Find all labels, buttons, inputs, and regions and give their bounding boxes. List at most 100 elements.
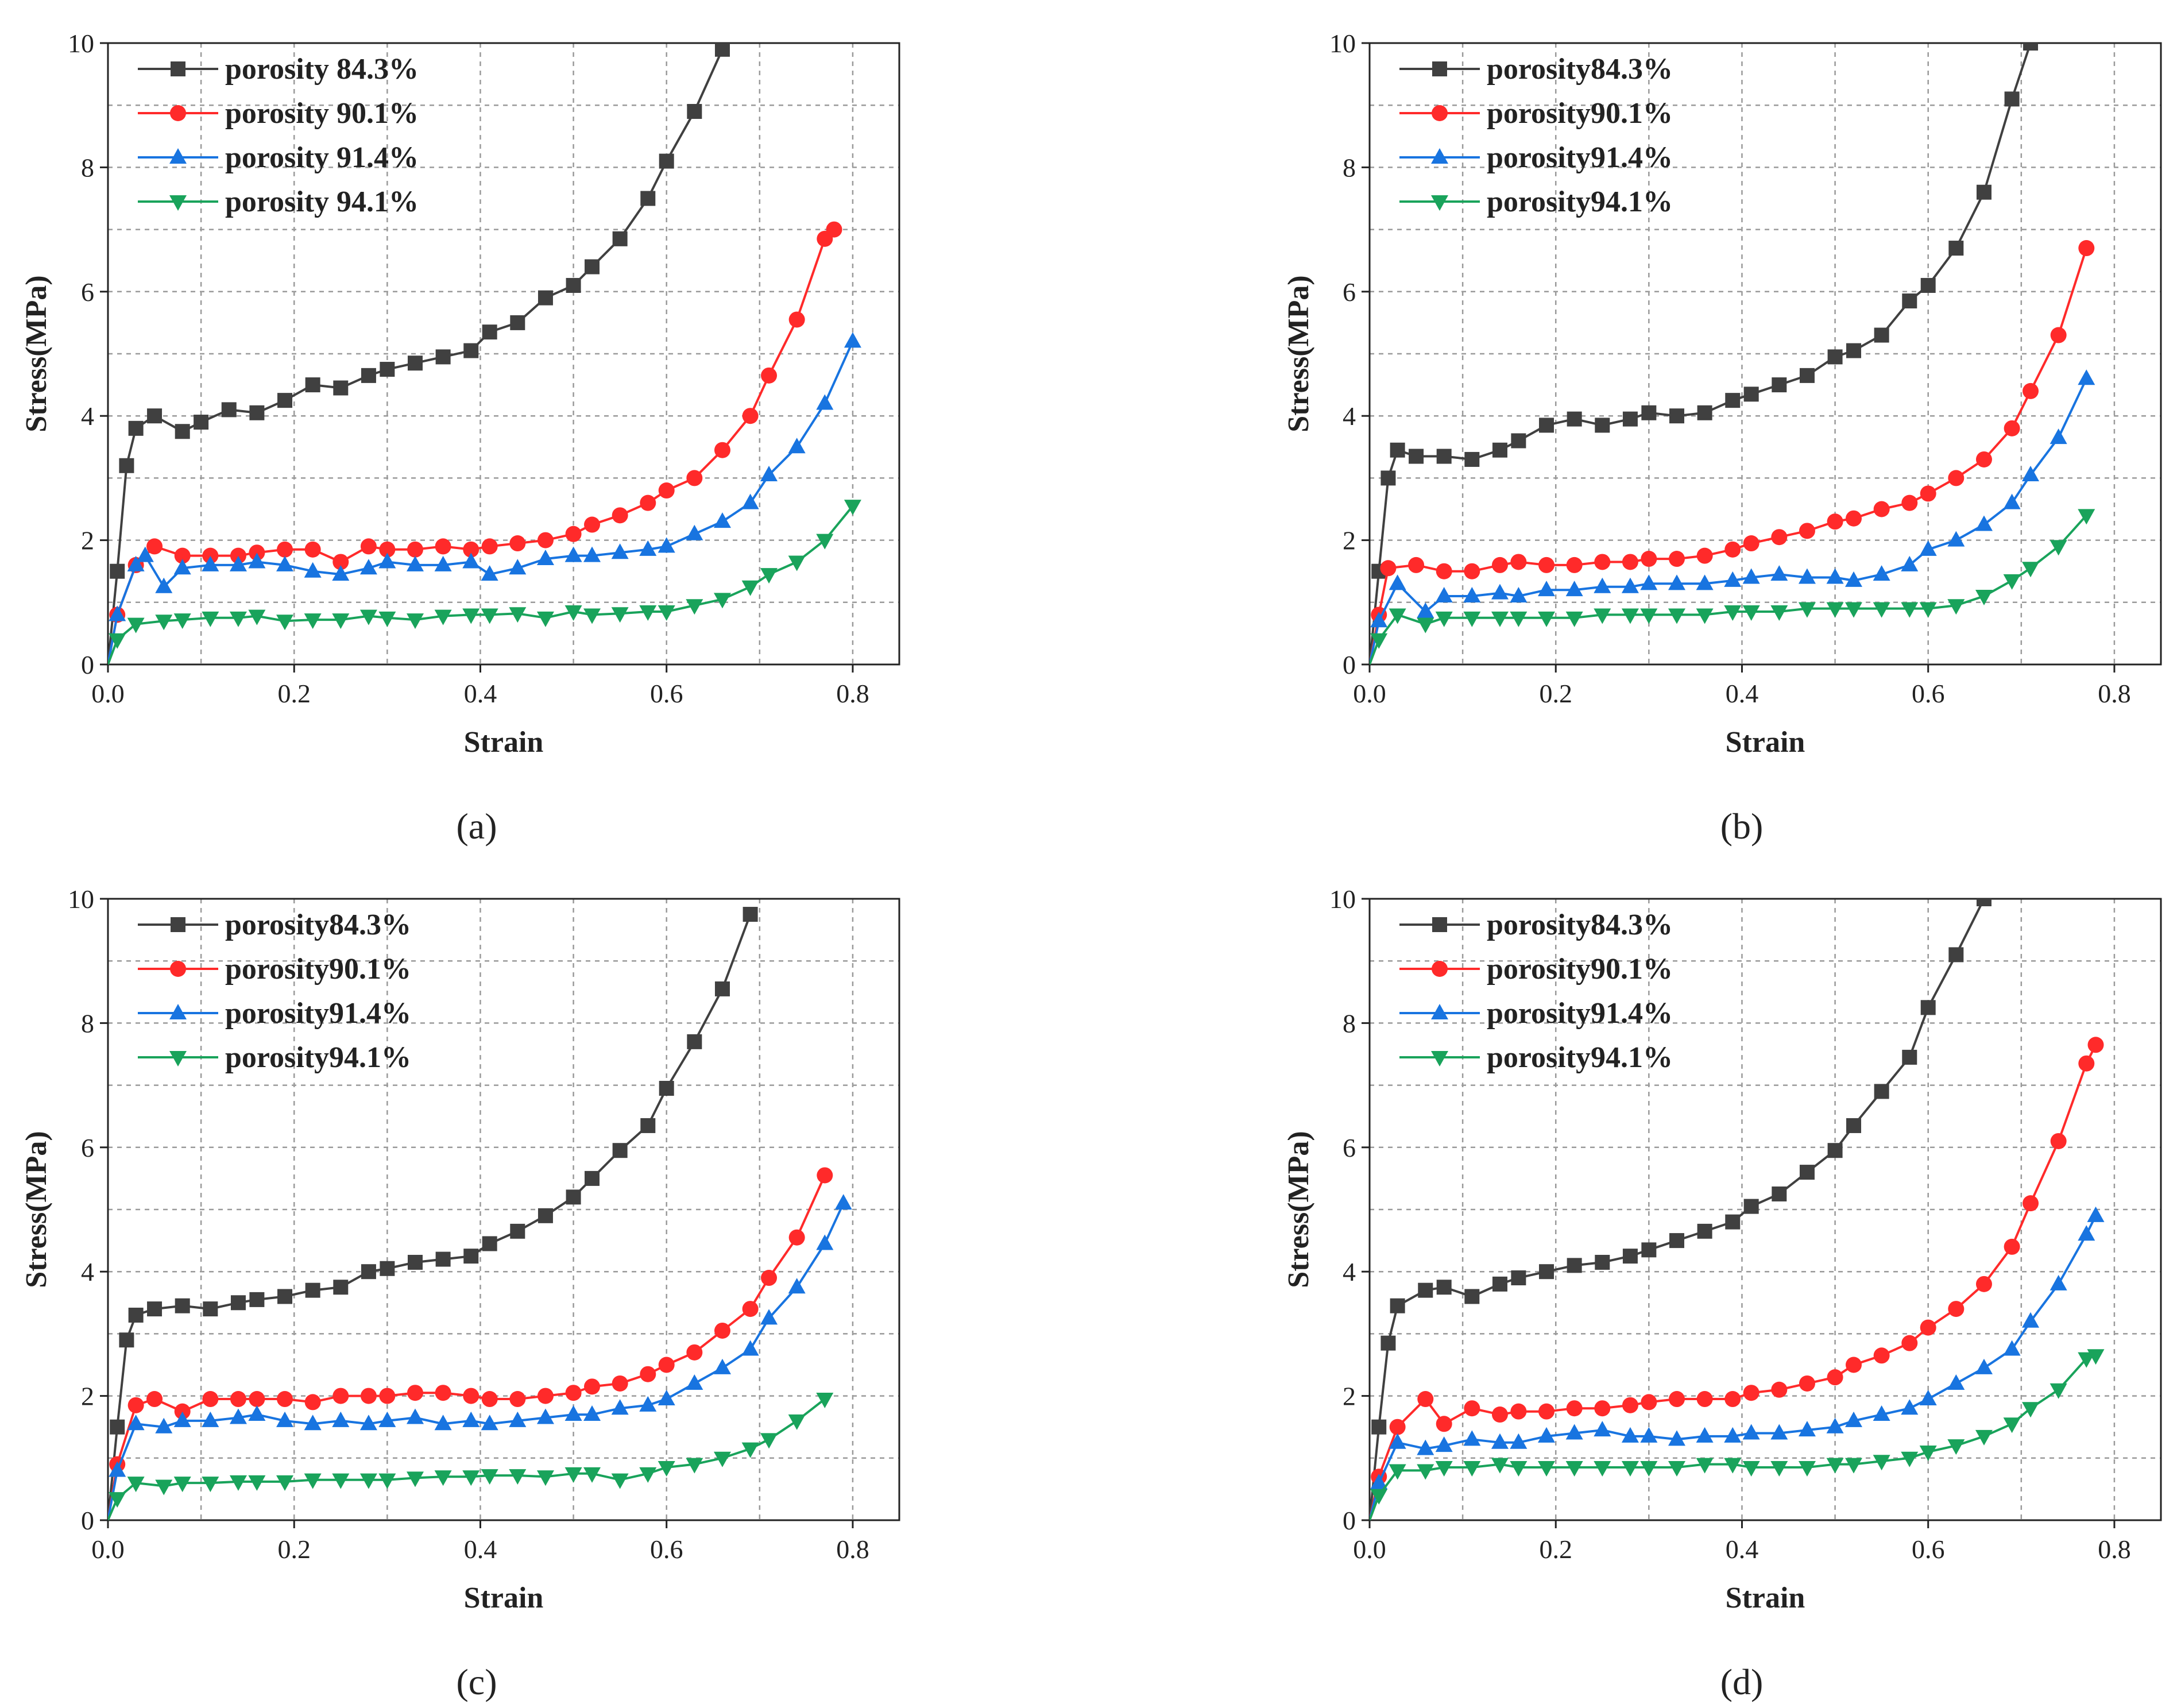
data-point [1436, 563, 1452, 579]
data-point [110, 563, 125, 579]
data-point [844, 332, 861, 348]
data-point [249, 544, 265, 561]
data-point [1873, 1347, 1890, 1364]
data-point [2003, 1340, 2021, 1356]
data-point [760, 465, 778, 481]
data-point [2087, 1349, 2105, 1365]
data-point [1845, 1411, 1863, 1427]
legend-label: porosity84.3% [1487, 909, 1673, 941]
data-point [434, 555, 452, 571]
data-point [174, 547, 191, 564]
data-point [1799, 368, 1815, 383]
data-point [1724, 605, 1742, 621]
y-axis-label: Stress(MPa) [1282, 1131, 1315, 1288]
data-point [1724, 1427, 1742, 1443]
data-point [1539, 418, 1554, 433]
data-point [248, 609, 266, 625]
legend: porosity84.3% porosity90.1% porosity91.4% p… [138, 909, 411, 1074]
data-point [1846, 1357, 1862, 1373]
data-point [2078, 509, 2095, 525]
data-point [612, 231, 628, 246]
data-point [1919, 540, 1937, 556]
data-point [640, 494, 656, 511]
data-point [1845, 1458, 1863, 1474]
data-point [1920, 1000, 1936, 1015]
data-point [1418, 1282, 1433, 1298]
data-point [304, 613, 322, 629]
data-point [1799, 1375, 1815, 1392]
data-point [1901, 1335, 1918, 1351]
data-point [1873, 1455, 1890, 1471]
data-point [229, 611, 247, 627]
data-point [640, 1118, 656, 1133]
data-point [202, 547, 219, 564]
x-tick-label: 0.0 [1353, 1535, 1386, 1564]
data-point [435, 1251, 451, 1267]
data-point [1622, 1249, 1638, 1264]
grid [1370, 899, 2161, 1520]
data-point [1641, 1394, 1657, 1411]
data-point [1798, 1461, 1816, 1477]
data-point [1435, 1461, 1453, 1477]
data-point [1846, 510, 1862, 527]
data-point [565, 1385, 582, 1401]
data-point [2004, 91, 2020, 107]
data-point [1772, 1186, 1787, 1201]
data-point [1492, 1276, 1507, 1292]
data-point [536, 1470, 554, 1486]
data-point [1725, 1214, 1741, 1230]
data-point [640, 1366, 656, 1382]
data-point [2078, 369, 2095, 385]
data-point [1845, 602, 1863, 618]
data-point [333, 1280, 349, 1295]
data-point [1947, 599, 1965, 615]
data-point [332, 1388, 349, 1404]
data-point [1621, 577, 1639, 593]
data-point [1901, 494, 1918, 511]
plot-area [108, 43, 861, 664]
legend-marker-icon [171, 61, 185, 76]
data-point [221, 402, 237, 418]
data-point [1874, 327, 1889, 343]
legend-marker-icon [169, 1004, 187, 1019]
data-point [1538, 1461, 1556, 1477]
data-point [1622, 411, 1638, 427]
legend-label: porosity 84.3% [225, 53, 419, 86]
plot-frame [1368, 42, 2162, 666]
data-point [761, 1270, 778, 1286]
data-point [1873, 1405, 1890, 1421]
data-point [173, 1411, 191, 1427]
data-point [359, 609, 377, 625]
data-point [435, 1385, 451, 1401]
legend-label: porosity84.3% [225, 909, 411, 941]
legend-marker-icon [1432, 961, 1448, 977]
legend-marker-icon [1432, 105, 1448, 121]
data-point [536, 550, 554, 566]
data-point [788, 311, 805, 328]
data-point [1510, 554, 1527, 570]
data-point [1510, 1403, 1527, 1420]
data-point [564, 1405, 582, 1421]
data-point [1510, 611, 1528, 627]
data-point [509, 1469, 527, 1485]
data-point [788, 1278, 806, 1294]
data-point [1827, 1143, 1843, 1158]
data-point [304, 1415, 322, 1431]
data-point [1640, 1461, 1658, 1477]
data-point [1668, 608, 1685, 624]
data-point [658, 1390, 675, 1406]
data-point [304, 1473, 322, 1489]
data-point [1539, 1264, 1554, 1280]
data-point [462, 1470, 480, 1486]
legend: porosity84.3% porosity90.1% porosity91.4% p… [1399, 53, 1673, 218]
data-point [612, 1143, 628, 1158]
data-point [585, 1170, 600, 1186]
data-point [407, 541, 423, 558]
data-point [2078, 1225, 2095, 1241]
data-point [249, 1292, 265, 1307]
data-point [1798, 1421, 1816, 1437]
data-point [380, 362, 395, 377]
data-point [1826, 1417, 1844, 1433]
data-point [1594, 608, 1611, 624]
data-point [537, 532, 554, 548]
